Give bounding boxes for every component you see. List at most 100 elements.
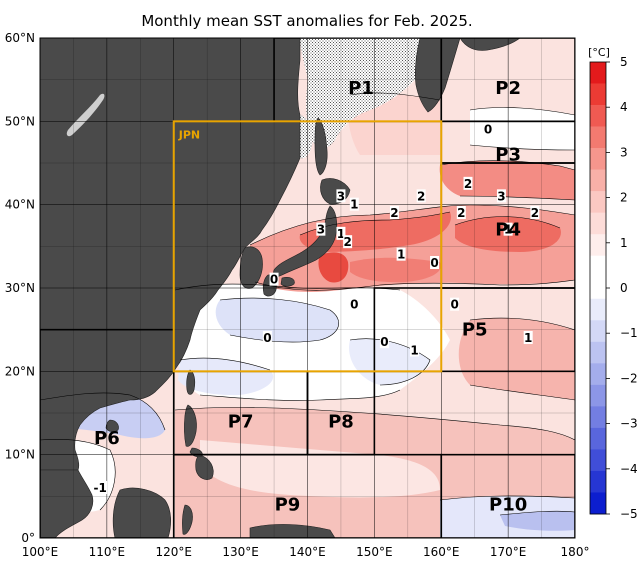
region-label-p4: P4 [495,220,521,241]
lon-tick-label: 110°E [89,545,126,559]
contour-label-bg [349,197,359,211]
colorbar-tick-label: 2 [620,191,628,205]
colorbar-tick-label: 0 [620,281,628,295]
colorbar-cell [590,427,606,450]
map-frame [39,37,576,539]
region-label-p1: P1 [348,78,374,99]
contour-label-bg [396,247,406,261]
contour-label-bg [316,222,326,236]
colorbar-cell [590,363,606,386]
land-new-guinea [249,524,336,538]
region-label-p6: P6 [94,428,120,449]
lon-tick-label: 180° [561,545,590,559]
jpn-box: JPN [172,120,443,373]
contour-label-bg [523,331,533,344]
contour-label: 0 [263,331,271,345]
land-kamchatka [414,38,461,113]
region-label-p3: P3 [495,145,521,166]
land-taiwan [186,369,196,395]
contour-label-bg [389,206,399,219]
lat-tick-labels: 0° 10°N 20°N 30°N 40°N 50°N 60°N [5,31,35,545]
land-borneo [112,487,171,538]
colorbar-tick-label: 5 [620,55,628,69]
contour-label: 1 [350,198,358,212]
contour-label-bg [379,335,389,349]
contour-label: 1 [410,344,418,358]
contour-label: 1 [504,223,512,237]
warm-core-4 [350,257,441,283]
colorbar-cell [590,406,606,429]
land-sulawesi [182,504,193,535]
region-label-p10: P10 [489,495,527,516]
p2-pale [470,107,575,150]
land-sakhalin [314,117,328,176]
contour-label: 2 [457,206,465,220]
colorbar-tick-label: −3 [620,417,637,431]
contour-label: 0 [380,335,388,349]
contour-label: 0 [484,123,492,137]
contour-label: 1 [524,331,532,345]
contour-label: 0 [450,298,458,312]
lat-tick-label: 30°N [5,281,35,295]
contour-label-bg [430,256,440,269]
contour-label: 2 [531,206,539,220]
contour-label: 2 [464,177,472,191]
colorbar-cell [590,384,606,407]
colorbar-cell [590,148,606,170]
contour-label-bg [93,481,108,494]
contour-label: 3 [317,223,325,237]
contour-label-bg [483,122,493,136]
colorbar-cell [590,298,606,321]
colorbar-ticks: 5 4 3 2 1 0 −1 −2 −3 −4 −5 [606,55,637,521]
land-mindanao [195,454,214,480]
cool-patch-3 [349,338,430,385]
colorbar-tick-label: −5 [620,507,637,521]
colorbar-tick-label: 3 [620,145,628,159]
colorbar-tick-label: −2 [620,371,637,385]
region-labels: P1 P2 P3 P4 P5 P6 P7 P8 P9 P10 [94,78,527,516]
lon-tick-label: 120°E [156,545,193,559]
colorbar-cell [590,449,606,472]
land-shikoku [280,277,295,287]
contour-label: 3 [497,189,505,203]
p10-cooler [500,511,575,531]
ice-tatar [300,115,313,159]
cool-patch-1 [215,298,339,343]
land-hainan [105,419,119,433]
colorbar-cell [590,169,606,192]
land-indochina [40,469,94,538]
contour-label: -1 [94,481,107,495]
region-label-p9: P9 [275,495,301,516]
jpn-region-box [172,120,443,373]
land-asia [40,38,301,471]
colorbar-cell [590,320,606,343]
colorbar-cell [590,492,606,515]
colorbar-cell [590,126,606,149]
region-box-p5 [373,287,575,373]
lon-tick-label: 170°E [490,545,527,559]
contour-label: 0 [350,298,358,312]
lat-tick-label: 0° [21,531,35,545]
lon-tick-label: 130°E [222,545,259,559]
warm-core-1 [299,212,451,252]
contour-label-bg [336,189,346,203]
contour-label-bg [262,331,272,344]
contour-label-bg [463,176,473,190]
contour-label: 3 [337,189,345,203]
colorbar-cell [590,212,606,235]
contour-label-bg [503,222,513,236]
colorbar-cell [590,62,606,84]
contour-label-bg [450,297,460,311]
colorbar-cell [590,191,606,213]
colorbar-cell [590,277,606,300]
colorbar-cell [590,470,606,493]
lat-tick-label: 40°N [5,198,35,212]
colorbar-unit: [°C] [588,46,610,59]
p3-warm [439,160,575,200]
region-label-p5: P5 [462,320,488,341]
contour-label: 0 [430,256,438,270]
map-title: Monthly mean SST anomalies for Feb. 2025… [141,12,472,30]
